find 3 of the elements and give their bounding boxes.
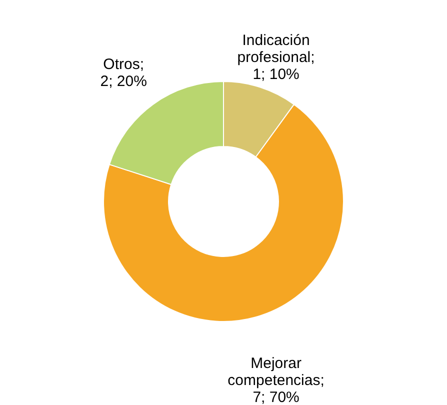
slice-label: Indicación profesional; 1; 10% <box>237 32 315 83</box>
slice-label: Mejorar competencias; 7; 70% <box>228 355 324 405</box>
slice-label: Otros; 2; 20% <box>100 56 147 90</box>
